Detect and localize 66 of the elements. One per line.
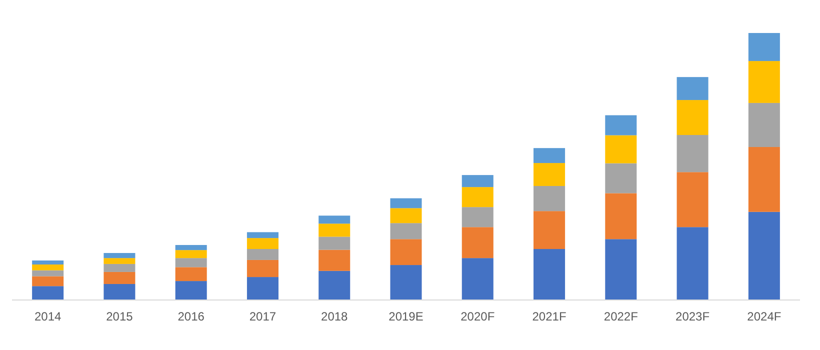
bar [318, 236, 350, 250]
x-tick-label: 2023F [676, 310, 710, 324]
bar [390, 239, 422, 266]
bar [390, 265, 422, 300]
bar [605, 135, 637, 164]
bar [32, 270, 64, 276]
bar [676, 227, 708, 300]
bar [462, 207, 494, 228]
bar [748, 102, 780, 148]
x-tick-label: 2016 [178, 310, 205, 324]
x-tick-label: 2017 [249, 310, 276, 324]
bar [605, 239, 637, 300]
bar [462, 175, 494, 188]
bar [32, 260, 64, 264]
bar [748, 147, 780, 212]
x-tick-label: 2015 [106, 310, 134, 324]
bar [32, 276, 64, 286]
bar [104, 284, 136, 300]
bar [748, 61, 780, 103]
bar [534, 211, 566, 250]
bar [318, 270, 350, 300]
bar [175, 245, 207, 250]
x-tick-label: 2020F [460, 310, 495, 324]
bar [462, 258, 494, 300]
bar [175, 267, 207, 282]
bar [676, 77, 708, 100]
bar [104, 258, 136, 264]
bar [534, 163, 566, 186]
bar [748, 33, 780, 62]
bar [605, 115, 637, 136]
bar [246, 277, 278, 300]
bar [390, 208, 422, 224]
bar [676, 172, 708, 228]
bar [246, 232, 278, 238]
bar [32, 264, 64, 270]
bar [104, 253, 136, 258]
bar [32, 286, 64, 300]
bar [534, 186, 566, 212]
bar [318, 250, 350, 271]
bar [748, 212, 780, 300]
bar [676, 134, 708, 172]
bar [462, 227, 494, 258]
bar [390, 198, 422, 208]
bar [175, 281, 207, 300]
x-tick-label: 2022F [604, 310, 638, 324]
bar [605, 193, 637, 240]
bar [605, 163, 637, 194]
bar [534, 148, 566, 164]
x-tick-label: 2019E [388, 310, 424, 324]
bar [318, 216, 350, 224]
bar [246, 260, 278, 278]
bar [246, 238, 278, 250]
bar [104, 264, 136, 272]
x-tick-label: 2024F [747, 310, 782, 324]
bar [534, 249, 566, 300]
x-tick-label: 2018 [321, 310, 348, 324]
bar [246, 249, 278, 260]
x-tick-label: 2021F [532, 310, 566, 324]
bar [104, 272, 136, 284]
bar [175, 250, 207, 258]
bar [462, 187, 494, 208]
bar [175, 258, 207, 268]
bar [318, 224, 350, 237]
bar [676, 100, 708, 135]
x-tick-label: 2014 [34, 310, 62, 324]
bar [390, 223, 422, 240]
